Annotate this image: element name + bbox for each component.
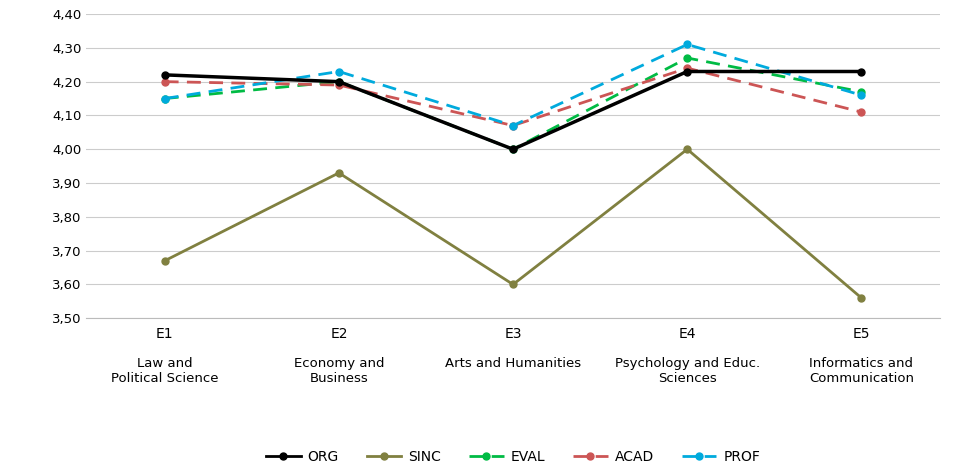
Text: Arts and Humanities: Arts and Humanities (445, 357, 581, 370)
Text: Law and
Political Science: Law and Political Science (111, 357, 219, 385)
Text: Economy and
Business: Economy and Business (293, 357, 385, 385)
Text: Psychology and Educ.
Sciences: Psychology and Educ. Sciences (615, 357, 760, 385)
Legend: ORG, SINC, EVAL, ACAD, PROF: ORG, SINC, EVAL, ACAD, PROF (260, 445, 766, 468)
Text: Informatics and
Communication: Informatics and Communication (809, 357, 914, 385)
